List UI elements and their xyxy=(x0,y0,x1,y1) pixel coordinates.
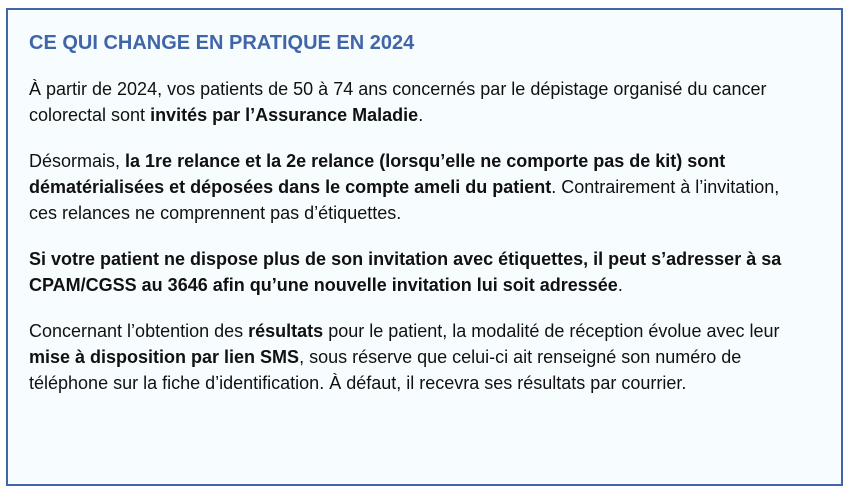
bold-text: invités par l’Assurance Maladie xyxy=(150,105,419,125)
text: pour le patient, la modalité de réceptio… xyxy=(323,321,780,341)
paragraph: Si votre patient ne dispose plus de son … xyxy=(29,246,801,298)
text: Désormais, xyxy=(29,151,126,171)
text: . xyxy=(418,105,424,125)
text: Concernant l’obtention des xyxy=(29,321,249,341)
box-title: CE QUI CHANGE EN PRATIQUE EN 2024 xyxy=(29,32,415,54)
text: . Contrairement à l’invitation, ces rela… xyxy=(29,177,780,223)
text: , sous réserve que celui-ci ait renseign… xyxy=(29,347,742,393)
paragraph: Désormais, la 1re relance et la 2e relan… xyxy=(29,148,801,226)
text: À partir de 2024, vos patients de 50 à 7… xyxy=(29,79,767,125)
bold-text: mise à disposition par lien SMS xyxy=(29,347,300,367)
bold-text: résultats xyxy=(248,321,324,341)
paragraph: Concernant l’obtention des résultats pou… xyxy=(29,318,801,396)
info-box: CE QUI CHANGE EN PRATIQUE EN 2024 À part… xyxy=(6,8,843,486)
paragraph: À partir de 2024, vos patients de 50 à 7… xyxy=(29,76,801,128)
text: . xyxy=(617,275,623,295)
bold-text: Si votre patient ne dispose plus de son … xyxy=(29,249,782,295)
box-body: À partir de 2024, vos patients de 50 à 7… xyxy=(29,76,801,416)
bold-text: la 1re relance et la 2e relance (lorsqu’… xyxy=(29,151,726,197)
